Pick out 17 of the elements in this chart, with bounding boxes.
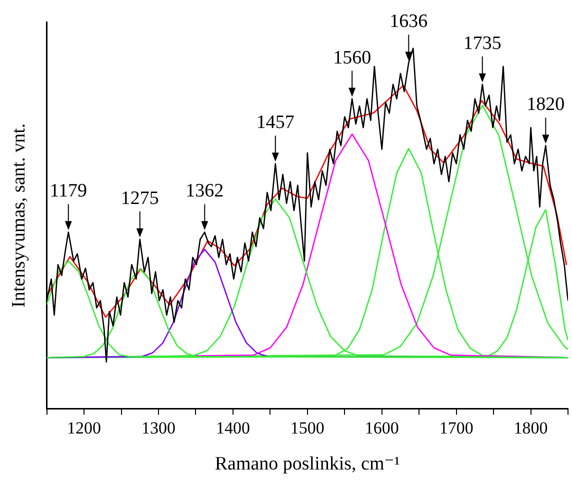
annotation: 1457 — [256, 112, 294, 134]
x-tick-label: 1800 — [514, 418, 548, 438]
annotation: 1735 — [463, 32, 502, 54]
annotation: 1636 — [390, 11, 428, 32]
x-tick-label: 1500 — [290, 418, 324, 438]
x-tick-label: 1400 — [216, 418, 250, 438]
annotation: 1362 — [186, 180, 224, 202]
y-axis-title: Intensyvumas, sant. vnt. — [8, 123, 30, 308]
x-axis-title: Ramano poslinkis, cm⁻¹ — [214, 454, 400, 475]
annotation: 1820 — [526, 94, 565, 116]
annotation: 1275 — [120, 188, 159, 209]
x-tick-label: 1300 — [141, 418, 176, 438]
x-tick-label: 1200 — [67, 418, 102, 438]
x-tick-label: 1700 — [439, 418, 474, 438]
x-tick-label: 1600 — [364, 418, 399, 438]
annotation: 1179 — [50, 180, 88, 202]
annotation: 1560 — [333, 47, 372, 68]
